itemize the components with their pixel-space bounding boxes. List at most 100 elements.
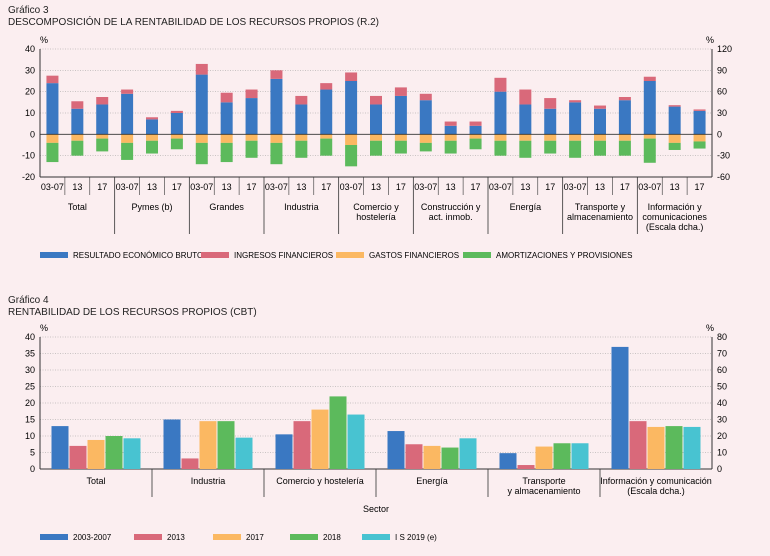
chart3-xtick-label: 17 bbox=[172, 182, 182, 192]
chart4-bar-20032007 bbox=[51, 426, 69, 469]
chart3-bar-gastos bbox=[170, 134, 183, 139]
chart3-xtick-label: 03-07 bbox=[340, 182, 363, 192]
chart4-bar-2017 bbox=[647, 426, 665, 469]
chart4-ytick-label: 15 bbox=[25, 415, 35, 425]
chart4-y2tick-label: 0 bbox=[717, 464, 722, 474]
chart3-legend-label: GASTOS FINANCIEROS bbox=[369, 251, 459, 260]
chart3-xtick-label: 13 bbox=[72, 182, 82, 192]
chart3-legend-swatch bbox=[336, 252, 364, 258]
chart3-xtick-label: 13 bbox=[296, 182, 306, 192]
chart4-bar-20032007 bbox=[275, 434, 293, 469]
chart4-bar-2013 bbox=[69, 445, 87, 469]
chart3-bar-gastos bbox=[519, 134, 532, 141]
chart4-right-unit: % bbox=[706, 323, 714, 333]
chart4-bar-is2019e bbox=[235, 437, 253, 469]
chart3-bar-reb bbox=[146, 119, 158, 135]
chart3-bar-reb bbox=[96, 104, 109, 135]
chart3-legend-label: AMORTIZACIONES Y PROVISIONES bbox=[496, 251, 632, 260]
chart4-bar-2018 bbox=[217, 421, 235, 469]
chart3-ytick-label: 10 bbox=[25, 108, 35, 118]
chart3-bar-reb bbox=[345, 81, 358, 135]
chart3-bar-amort bbox=[220, 142, 233, 163]
chart3-xtick-label: 03-07 bbox=[190, 182, 213, 192]
chart3-bar-ingresos bbox=[569, 100, 582, 103]
chart4-xaxis-label: Sector bbox=[363, 504, 389, 514]
chart3-bar-ingresos bbox=[419, 93, 432, 101]
chart4-ytick-label: 0 bbox=[30, 464, 35, 474]
chart3-bar-reb bbox=[46, 83, 59, 135]
chart4-bar-20032007 bbox=[611, 346, 629, 469]
chart3-bar-gastos bbox=[544, 134, 557, 141]
chart3-xtick-label: 17 bbox=[396, 182, 406, 192]
chart4-bar-2013 bbox=[181, 458, 199, 469]
chart4-legend-label: 2013 bbox=[167, 533, 185, 542]
chart3-group-label: Pymes (b) bbox=[131, 202, 172, 212]
chart4-ytick-label: 20 bbox=[25, 398, 35, 408]
chart3-group-label: (Escala dcha.) bbox=[646, 222, 704, 232]
chart4-title: RENTABILIDAD DE LOS RECURSOS PROPIOS (CB… bbox=[8, 307, 257, 318]
chart4-y2tick-label: 30 bbox=[717, 415, 727, 425]
chart3-y2tick-label: 0 bbox=[717, 129, 722, 139]
chart3-xtick-label: 17 bbox=[545, 182, 555, 192]
chart3-bar-reb bbox=[618, 100, 631, 135]
chart3-svg: % % 40 30 20 10 0 -10 -20 120 90 60 30 0 -30 -60 03-07… bbox=[22, 35, 732, 260]
chart3-xtick-label: 13 bbox=[446, 182, 456, 192]
chart3-bar-gastos bbox=[494, 134, 507, 141]
chart3-group-label: Energía bbox=[510, 202, 542, 212]
chart3-group-label: Información y bbox=[648, 202, 703, 212]
chart3-xtick-label: 03-07 bbox=[638, 182, 661, 192]
chart3-bar-ingresos bbox=[494, 77, 507, 92]
chart3-bar-gastos bbox=[569, 134, 582, 141]
chart3-bar-ingresos bbox=[544, 98, 557, 109]
chart4-bar-2018 bbox=[553, 443, 571, 469]
chart4-bar-20032007 bbox=[163, 419, 181, 469]
chart3-bar-gastos bbox=[270, 134, 283, 143]
chart4-y2tick-label: 60 bbox=[717, 365, 727, 375]
chart4-bar-2013 bbox=[517, 465, 535, 469]
chart3-bar-gastos bbox=[693, 134, 706, 142]
chart3-bar-amort bbox=[419, 142, 432, 152]
chart3-bar-gastos bbox=[46, 134, 59, 143]
chart3-bar-reb bbox=[444, 125, 457, 135]
chart3-bar-amort bbox=[245, 140, 258, 158]
chart3-bar-ingresos bbox=[96, 97, 109, 105]
chart3-xtick-label: 13 bbox=[222, 182, 232, 192]
chart3-bar-amort bbox=[96, 138, 109, 152]
chart3-bar-ingresos bbox=[594, 105, 606, 109]
chart3-bar-ingresos bbox=[618, 97, 631, 101]
chart4-bar-2017 bbox=[311, 409, 329, 469]
chart4-category-label: Total bbox=[86, 476, 105, 486]
chart3-bar-gastos bbox=[295, 134, 308, 141]
chart3-y2tick-label: 90 bbox=[717, 65, 727, 75]
chart3-bar-reb bbox=[544, 108, 557, 135]
chart4-y2tick-label: 40 bbox=[717, 398, 727, 408]
chart3-bar-gastos bbox=[220, 134, 233, 143]
chart3-bar-reb bbox=[469, 125, 482, 135]
chart3-bar-ingresos bbox=[170, 110, 183, 113]
chart3-bar-gastos bbox=[444, 134, 457, 141]
chart3-bar-gastos bbox=[71, 134, 84, 141]
chart4-legend-label: I S 2019 (e) bbox=[395, 533, 437, 542]
chart4-bar-is2019e bbox=[347, 414, 365, 469]
chart3-xtick-label: 03-07 bbox=[116, 182, 139, 192]
chart3-legend-swatch bbox=[40, 252, 68, 258]
chart3-group-label: Construcción y bbox=[421, 202, 481, 212]
chart3-y2tick-label: 30 bbox=[717, 108, 727, 118]
chart3-bar-ingresos bbox=[195, 63, 208, 75]
chart4-y2tick-label: 50 bbox=[717, 382, 727, 392]
chart3-bar-amort bbox=[494, 140, 507, 156]
chart3-bar-ingresos bbox=[146, 117, 158, 120]
chart4-ytick-label: 40 bbox=[25, 332, 35, 342]
chart4-bar-is2019e bbox=[683, 426, 701, 469]
chart3-bar-gastos bbox=[594, 134, 606, 141]
chart4-legend-swatch bbox=[213, 534, 241, 540]
chart4-y2tick-label: 80 bbox=[717, 332, 727, 342]
chart3-label: Gráfico 3 bbox=[8, 5, 49, 16]
chart3-bar-reb bbox=[195, 74, 208, 135]
chart3-group-label: almacenamiento bbox=[567, 212, 633, 222]
chart3-xtick-label: 13 bbox=[670, 182, 680, 192]
chart3-group-label: comunicaciones bbox=[642, 212, 707, 222]
chart3-bar-amort bbox=[320, 138, 333, 156]
chart3-bar-amort bbox=[594, 140, 606, 156]
chart3-bar-amort bbox=[643, 138, 656, 163]
